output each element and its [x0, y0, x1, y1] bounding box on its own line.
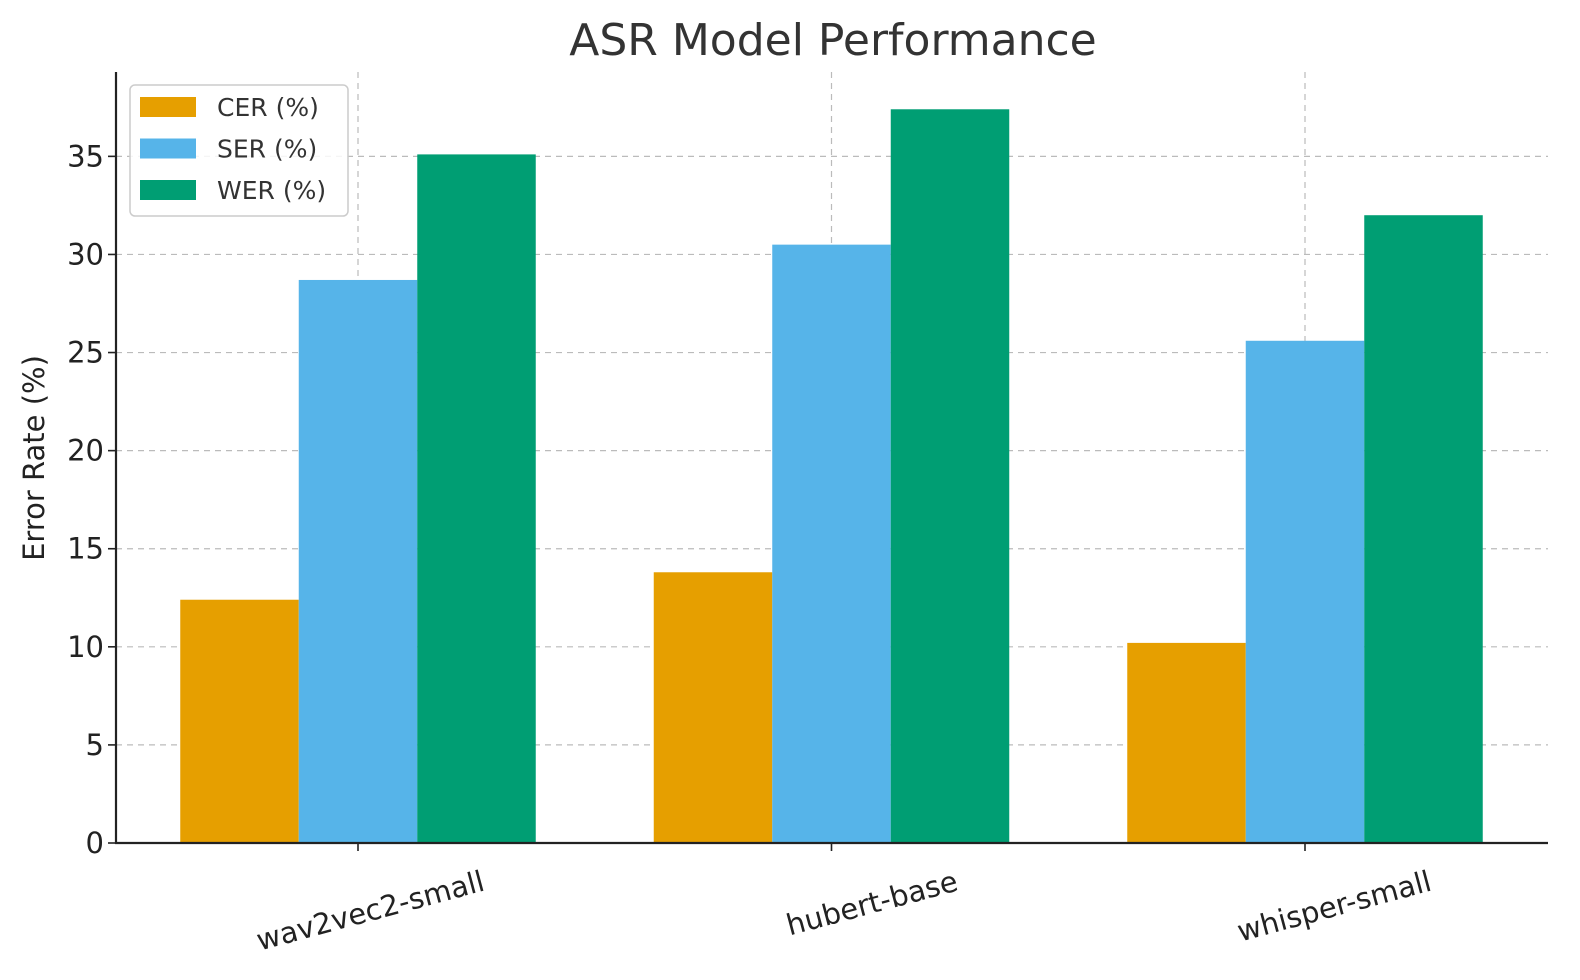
bar-ser-whisper-small [1245, 340, 1365, 843]
y-tick-label: 25 [67, 336, 104, 370]
chart-title: ASR Model Performance [569, 15, 1097, 66]
legend-swatch [140, 138, 196, 159]
y-tick-label: 15 [67, 532, 104, 566]
y-tick-label: 20 [67, 434, 104, 468]
bar-wer-hubert-base [890, 109, 1010, 844]
bar-cer-wav2vec2-small [180, 599, 299, 843]
y-axis-label: Error Rate (%) [17, 355, 51, 561]
y-tick-label: 0 [86, 826, 104, 860]
legend-label: CER (%) [217, 93, 319, 122]
legend-swatch [140, 180, 196, 200]
legend-label: SER (%) [217, 135, 317, 164]
x-tick-label: wav2vec2-small [253, 864, 488, 957]
bar-ser-wav2vec2-small [298, 279, 418, 843]
y-tick-label: 30 [67, 237, 104, 271]
bar-ser-hubert-base [772, 244, 891, 843]
legend-items: CER (%) SER (%) WER (%) [140, 93, 326, 205]
y-tick-label: 5 [86, 728, 104, 762]
legend-swatch [140, 97, 196, 117]
bar-cer-whisper-small [1127, 642, 1246, 843]
bar-cer-hubert-base [653, 572, 773, 843]
bars-layer [180, 109, 1483, 844]
axes-layer [108, 72, 1548, 851]
x-tick-label: hubert-base [783, 864, 962, 942]
bar-wer-whisper-small [1364, 215, 1483, 843]
x-tick-label: whisper-small [1234, 864, 1435, 948]
legend: CER (%) SER (%) WER (%) [129, 84, 349, 217]
legend-label: WER (%) [217, 176, 326, 205]
y-tick-label: 35 [67, 139, 104, 173]
bar-wer-wav2vec2-small [417, 154, 536, 843]
y-tick-label: 10 [67, 630, 104, 664]
